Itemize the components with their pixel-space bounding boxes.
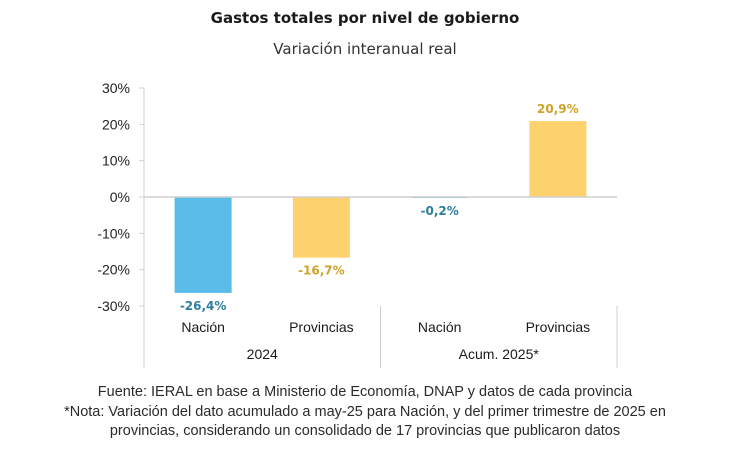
data-label: -26,4% [180, 299, 227, 313]
bar-provincias-1 [292, 197, 350, 258]
bar-provincias-3 [529, 121, 587, 197]
y-tick-label: -30% [97, 298, 130, 314]
source-note: Fuente: IERAL en base a Ministerio de Ec… [97, 384, 633, 400]
category-label: Provincias [289, 319, 354, 335]
data-label: -0,2% [420, 204, 458, 218]
y-tick-label: 10% [102, 153, 130, 169]
chart-subtitle: Variación interanual real [273, 40, 457, 58]
y-tick-label: 30% [102, 80, 130, 96]
category-label: Provincias [526, 319, 591, 335]
y-tick-label: 0% [110, 189, 130, 205]
bar-nacin-0 [174, 197, 232, 293]
category-label: Nación [418, 319, 462, 335]
group-label: Acum. 2025* [459, 346, 540, 362]
y-tick-label: -10% [97, 225, 130, 241]
data-label: -16,7% [298, 264, 345, 278]
chart-footer: Fuente: IERAL en base a Ministerio de Ec… [0, 383, 730, 442]
group-label: 2024 [247, 346, 278, 362]
data-label: 20,9% [537, 102, 579, 116]
methodology-note-line-1: *Nota: Variación del dato acumulado a ma… [64, 403, 666, 420]
chart-title: Gastos totales por nivel de gobierno [210, 9, 520, 27]
category-label: Nación [181, 319, 225, 335]
methodology-note-line-2: provincias, considerando un consolidado … [109, 423, 621, 439]
y-tick-label: 20% [102, 116, 130, 132]
y-tick-label: -20% [97, 262, 130, 278]
